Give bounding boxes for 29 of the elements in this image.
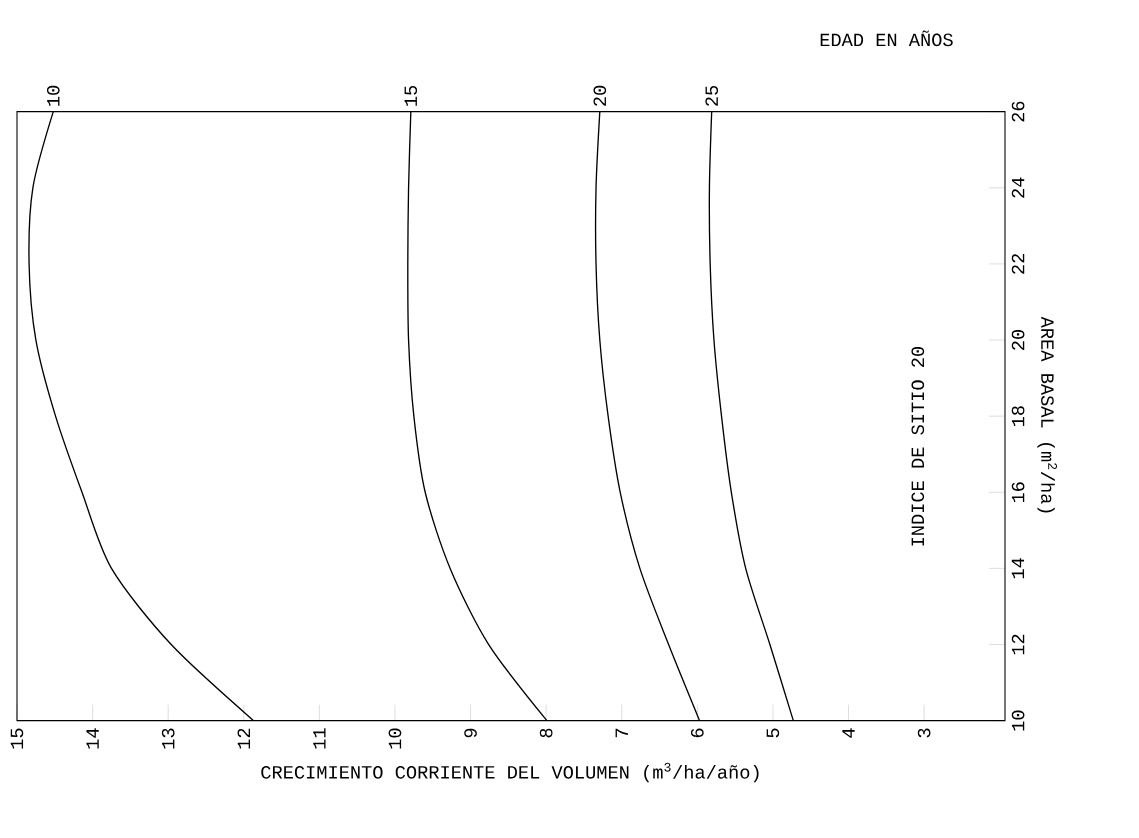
y-axis-title: AREA BASAL (m$^{2}$/ha) <box>1037 316 1057 513</box>
x-tick-label: 11 <box>313 728 326 749</box>
text: 25 <box>705 85 719 106</box>
y-tick-label: 26 <box>1011 101 1025 122</box>
x-tick-label: 14 <box>86 728 99 749</box>
x-tick-label: 6 <box>690 728 704 738</box>
x-tick-label: 8 <box>539 728 553 738</box>
y-tick-label: 22 <box>1011 254 1025 274</box>
y-tick-label: 24 <box>1011 177 1025 198</box>
text: 10 <box>46 85 60 106</box>
legend-title: EDAD EN AÑOS <box>820 30 953 47</box>
annotation: INDICE DE SITIO 20 <box>911 346 925 546</box>
y-tick-label: 20 <box>1011 329 1025 350</box>
x-tick-label: 15 <box>10 728 24 749</box>
y-tick-label: 18 <box>1011 406 1025 426</box>
x-tick-label: 13 <box>161 728 175 749</box>
text: 15 <box>404 85 418 106</box>
x-tick-label: 7 <box>615 728 628 738</box>
y-tick-label: 12 <box>1011 634 1025 655</box>
x-tick-label: 4 <box>842 728 855 738</box>
x-tick-label: 5 <box>766 728 780 738</box>
x-tick-label: 9 <box>464 728 477 738</box>
x-tick-label: 12 <box>237 728 251 749</box>
y-tick-label: 16 <box>1011 482 1025 503</box>
y-tick-label: 14 <box>1011 558 1025 579</box>
x-tick-label: 10 <box>388 728 402 749</box>
x-axis-title: CRECIMIENTO CORRIENTE DEL VOLUMEN (m$^{3}$/ha/año) <box>261 762 759 783</box>
text: 20 <box>593 85 607 106</box>
x-tick-label: 3 <box>917 728 931 738</box>
